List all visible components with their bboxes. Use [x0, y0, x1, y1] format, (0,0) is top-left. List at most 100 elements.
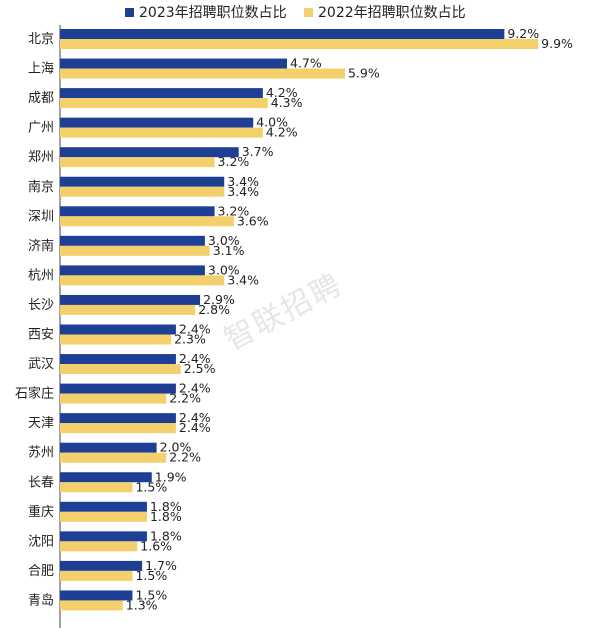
bar-2022: [60, 511, 147, 522]
bar-2022: [60, 304, 196, 315]
data-label: 1.8%: [150, 509, 182, 524]
legend-label-2022: 2022年招聘职位数占比: [318, 5, 466, 21]
data-label: 3.7%: [242, 144, 274, 159]
data-label: 3.1%: [213, 243, 245, 258]
data-label: 2.4%: [179, 410, 211, 425]
data-label: 1.8%: [150, 499, 182, 514]
bar-2023: [60, 354, 176, 365]
category-label: 苏州: [28, 445, 54, 461]
category-label: 杭州: [28, 268, 54, 283]
data-label: 1.5%: [135, 587, 167, 602]
data-label: 4.3%: [271, 95, 303, 110]
category-label: 北京: [28, 32, 54, 47]
data-label: 2.8%: [198, 302, 230, 317]
category-label: 青岛: [28, 592, 54, 608]
bar-2022: [60, 334, 172, 345]
bar-2022: [60, 68, 345, 79]
category-label: 天津: [28, 416, 54, 431]
data-label: 2.5%: [184, 361, 216, 376]
category-label: 沈阳: [28, 534, 54, 549]
data-label: 2.4%: [179, 420, 211, 435]
data-label: 2.2%: [169, 391, 201, 406]
bar-2022: [60, 245, 210, 256]
bar-2023: [60, 442, 157, 453]
data-label: 2.9%: [203, 292, 235, 307]
bar-2023: [60, 265, 205, 276]
data-label: 1.8%: [150, 528, 182, 543]
data-label: 3.4%: [227, 174, 259, 189]
category-label: 石家庄: [15, 386, 54, 402]
category-label: 武汉: [28, 357, 54, 372]
bar-2022: [60, 216, 234, 227]
data-label: 9.9%: [541, 36, 573, 51]
bar-2023: [60, 560, 143, 571]
data-label: 4.7%: [290, 56, 322, 71]
bar-2023: [60, 472, 152, 483]
bar-2022: [60, 364, 181, 375]
data-label: 1.5%: [135, 568, 167, 583]
bar-2022: [60, 482, 133, 493]
category-label: 济南: [28, 238, 54, 254]
data-label: 4.2%: [266, 85, 298, 100]
data-label: 4.2%: [266, 125, 298, 140]
bar-2023: [60, 117, 254, 128]
data-label: 2.2%: [169, 450, 201, 465]
data-label: 2.4%: [179, 381, 211, 396]
bar-2023: [60, 501, 147, 512]
data-label: 9.2%: [507, 26, 539, 41]
data-label: 3.6%: [237, 213, 269, 228]
bar-2023: [60, 413, 176, 424]
bar-2023: [60, 58, 288, 69]
data-label: 4.0%: [256, 115, 288, 130]
bar-2023: [60, 29, 505, 39]
legend-swatch-2022: [304, 7, 313, 17]
data-label: 5.9%: [348, 66, 380, 81]
data-label: 3.2%: [218, 154, 250, 169]
data-label: 1.5%: [135, 479, 167, 494]
data-label: 1.6%: [140, 538, 172, 553]
data-label: 2.4%: [179, 322, 211, 337]
category-label: 合肥: [28, 564, 54, 579]
data-label: 2.0%: [160, 440, 192, 455]
category-label: 深圳: [28, 209, 54, 224]
category-label: 南京: [28, 179, 54, 195]
legend-label-2023: 2023年招聘职位数占比: [139, 5, 287, 21]
bar-2022: [60, 275, 225, 286]
bar-2022: [60, 39, 539, 49]
category-label: 长春: [28, 475, 54, 490]
category-label: 长沙: [28, 298, 54, 313]
bar-2023: [60, 531, 147, 542]
bar-2022: [60, 186, 225, 197]
data-label: 2.4%: [179, 351, 211, 366]
data-label: 1.7%: [145, 558, 177, 573]
bar-2022: [60, 393, 167, 404]
bar-2022: [60, 127, 263, 138]
category-label: 上海: [28, 62, 54, 77]
legend-item-2023: 2023年招聘职位数占比: [125, 2, 287, 22]
bar-2023: [60, 206, 215, 217]
data-label: 3.4%: [227, 184, 259, 199]
bar-2022: [60, 570, 133, 581]
data-label: 1.9%: [155, 469, 187, 484]
legend: 2023年招聘职位数占比 2022年招聘职位数占比: [0, 2, 594, 22]
legend-swatch-2023: [125, 7, 134, 17]
data-label: 3.4%: [227, 272, 259, 287]
category-label: 西安: [28, 328, 54, 343]
bar-2022: [60, 157, 215, 168]
data-label: 3.0%: [208, 233, 240, 248]
bar-2022: [60, 541, 138, 552]
data-label: 3.0%: [208, 262, 240, 277]
legend-item-2022: 2022年招聘职位数占比: [304, 2, 466, 22]
data-label: 1.3%: [126, 597, 158, 612]
bar-2022: [60, 452, 167, 463]
bar-2023: [60, 590, 133, 601]
category-label: 郑州: [28, 150, 54, 165]
bar-2023: [60, 324, 176, 335]
bar-2023: [60, 294, 201, 305]
bar-2023: [60, 147, 239, 158]
bar-2022: [60, 98, 268, 109]
bar-2023: [60, 176, 225, 187]
category-label: 成都: [28, 91, 54, 106]
bar-2022: [60, 600, 123, 611]
